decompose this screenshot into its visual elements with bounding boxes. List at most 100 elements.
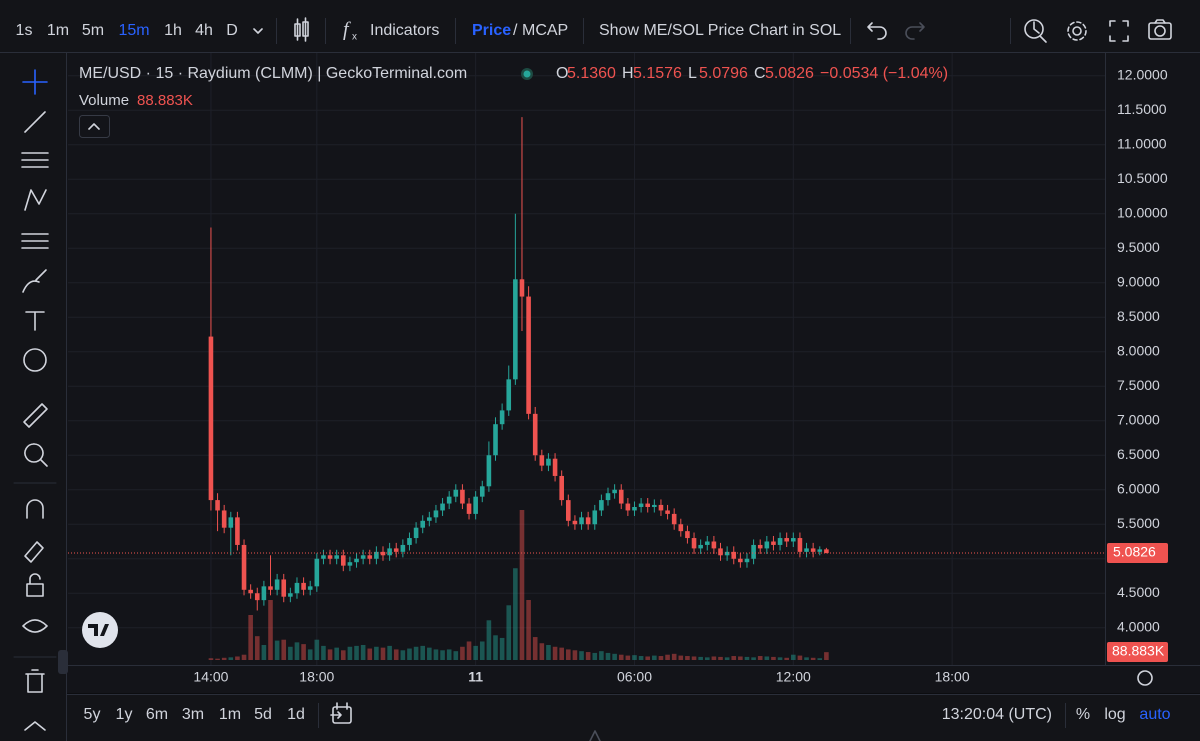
interval-button[interactable]: 4h [195, 22, 213, 39]
tradingview-logo[interactable] [82, 612, 118, 648]
screenshot-button[interactable] [1148, 19, 1172, 40]
volume-bar [301, 644, 306, 660]
fullscreen-button[interactable] [1109, 20, 1129, 42]
zoom-tool[interactable] [24, 443, 48, 467]
volume-bar [347, 646, 353, 660]
candle-body [228, 517, 234, 528]
magnet-tool[interactable] [26, 499, 44, 519]
candle-body [393, 548, 399, 552]
pattern-tool[interactable] [24, 189, 47, 211]
lock-tool[interactable] [26, 573, 44, 597]
show-sol-button[interactable]: Show ME/SOL Price Chart in SOL [599, 22, 841, 39]
volume-bar [599, 651, 604, 660]
replay-button[interactable] [1024, 19, 1047, 43]
volume-bar [526, 600, 531, 660]
x-tick-label: 06:00 [617, 669, 652, 685]
collapse-legend-button[interactable] [79, 115, 110, 138]
candle-body [638, 503, 644, 507]
collapse-handle[interactable] [58, 650, 68, 674]
ohlc-change: −0.0534 (−1.04%) [820, 65, 948, 82]
undo-button[interactable] [867, 22, 887, 40]
y-tick-label: 10.0000 [1117, 204, 1168, 220]
candle-body [314, 558, 320, 587]
volume-bar [354, 645, 359, 660]
volume-bar [566, 649, 571, 660]
candle-body [261, 586, 267, 601]
more-tools[interactable] [24, 721, 46, 731]
trendline-tool[interactable] [24, 111, 46, 133]
indicators-icon[interactable]: f [343, 19, 351, 41]
volume-bar [248, 615, 253, 660]
indicators-button[interactable]: Indicators [370, 22, 439, 39]
volume-bar [466, 641, 472, 660]
emoji-tool[interactable] [23, 348, 47, 372]
volume-bar [658, 656, 664, 660]
candle-body [440, 503, 445, 511]
interval-button[interactable]: 1m [47, 22, 69, 39]
x-tick-label: 18:00 [935, 669, 970, 685]
range-button[interactable]: 5y [84, 706, 101, 723]
volume-bar [215, 658, 220, 660]
text-tool[interactable] [25, 311, 45, 331]
interval-button[interactable]: D [226, 22, 238, 39]
interval-button[interactable]: 5m [82, 22, 104, 39]
lock-draw-tool[interactable] [24, 541, 44, 563]
range-button[interactable]: 3m [182, 706, 204, 723]
fib-tool[interactable] [21, 152, 49, 168]
log-toggle[interactable]: log [1104, 706, 1125, 723]
candle-body [506, 379, 512, 411]
delete-tool[interactable] [25, 669, 45, 693]
pane-handle[interactable] [589, 730, 601, 741]
range-button[interactable]: 1d [287, 706, 305, 723]
volume-bar [420, 645, 426, 660]
volume-bar [433, 649, 439, 660]
ohlc-low: 5.0796 [699, 65, 748, 82]
ruler-tool[interactable] [23, 403, 48, 428]
goto-date-button[interactable] [330, 702, 352, 724]
volume-bar [579, 651, 584, 660]
volume-bar [784, 657, 789, 660]
chart-type-icon[interactable] [294, 17, 309, 42]
auto-toggle[interactable]: auto [1139, 706, 1170, 723]
candle-body [605, 493, 611, 501]
volume-bar [559, 647, 564, 660]
range-button[interactable]: 5d [254, 706, 272, 723]
range-button[interactable]: 1y [116, 706, 133, 723]
candle-body [380, 551, 386, 556]
candle-body [407, 538, 412, 545]
candle-body [340, 555, 346, 566]
volume-bar [413, 646, 419, 660]
candle-body [731, 551, 737, 559]
y-tick-label: 9.0000 [1117, 273, 1160, 289]
interval-button[interactable]: 1h [164, 22, 182, 39]
candle-body [466, 503, 472, 514]
candle-body [698, 544, 703, 549]
candle-body [658, 504, 664, 511]
interval-menu-chevron[interactable] [253, 28, 263, 34]
volume-bar [340, 650, 346, 660]
settings-button[interactable] [1067, 21, 1087, 41]
candle-body [235, 517, 240, 545]
volume-bar [307, 649, 313, 660]
brush-tool[interactable] [22, 269, 47, 293]
volume-bar [552, 646, 558, 660]
forecast-tool[interactable] [21, 233, 49, 249]
range-button[interactable]: 6m [146, 706, 168, 723]
interval-button[interactable]: 1s [16, 22, 33, 39]
range-button[interactable]: 1m [219, 706, 241, 723]
redo-button[interactable] [905, 22, 925, 40]
percent-toggle[interactable]: % [1076, 706, 1090, 723]
y-tick-label: 4.5000 [1117, 584, 1160, 600]
price-toggle[interactable]: Price [472, 22, 511, 39]
candle-body [579, 517, 584, 525]
candle-body [625, 503, 631, 511]
volume-bar [513, 568, 518, 660]
interval-button[interactable]: 15m [118, 22, 149, 39]
volume-legend: Volume [79, 92, 129, 109]
crosshair-tool[interactable] [22, 69, 48, 95]
candle-body [301, 582, 306, 590]
volume-bar [757, 656, 763, 660]
mcap-toggle[interactable]: MCAP [522, 22, 568, 39]
visibility-tool[interactable] [22, 619, 48, 633]
axis-settings[interactable] [1137, 670, 1153, 686]
